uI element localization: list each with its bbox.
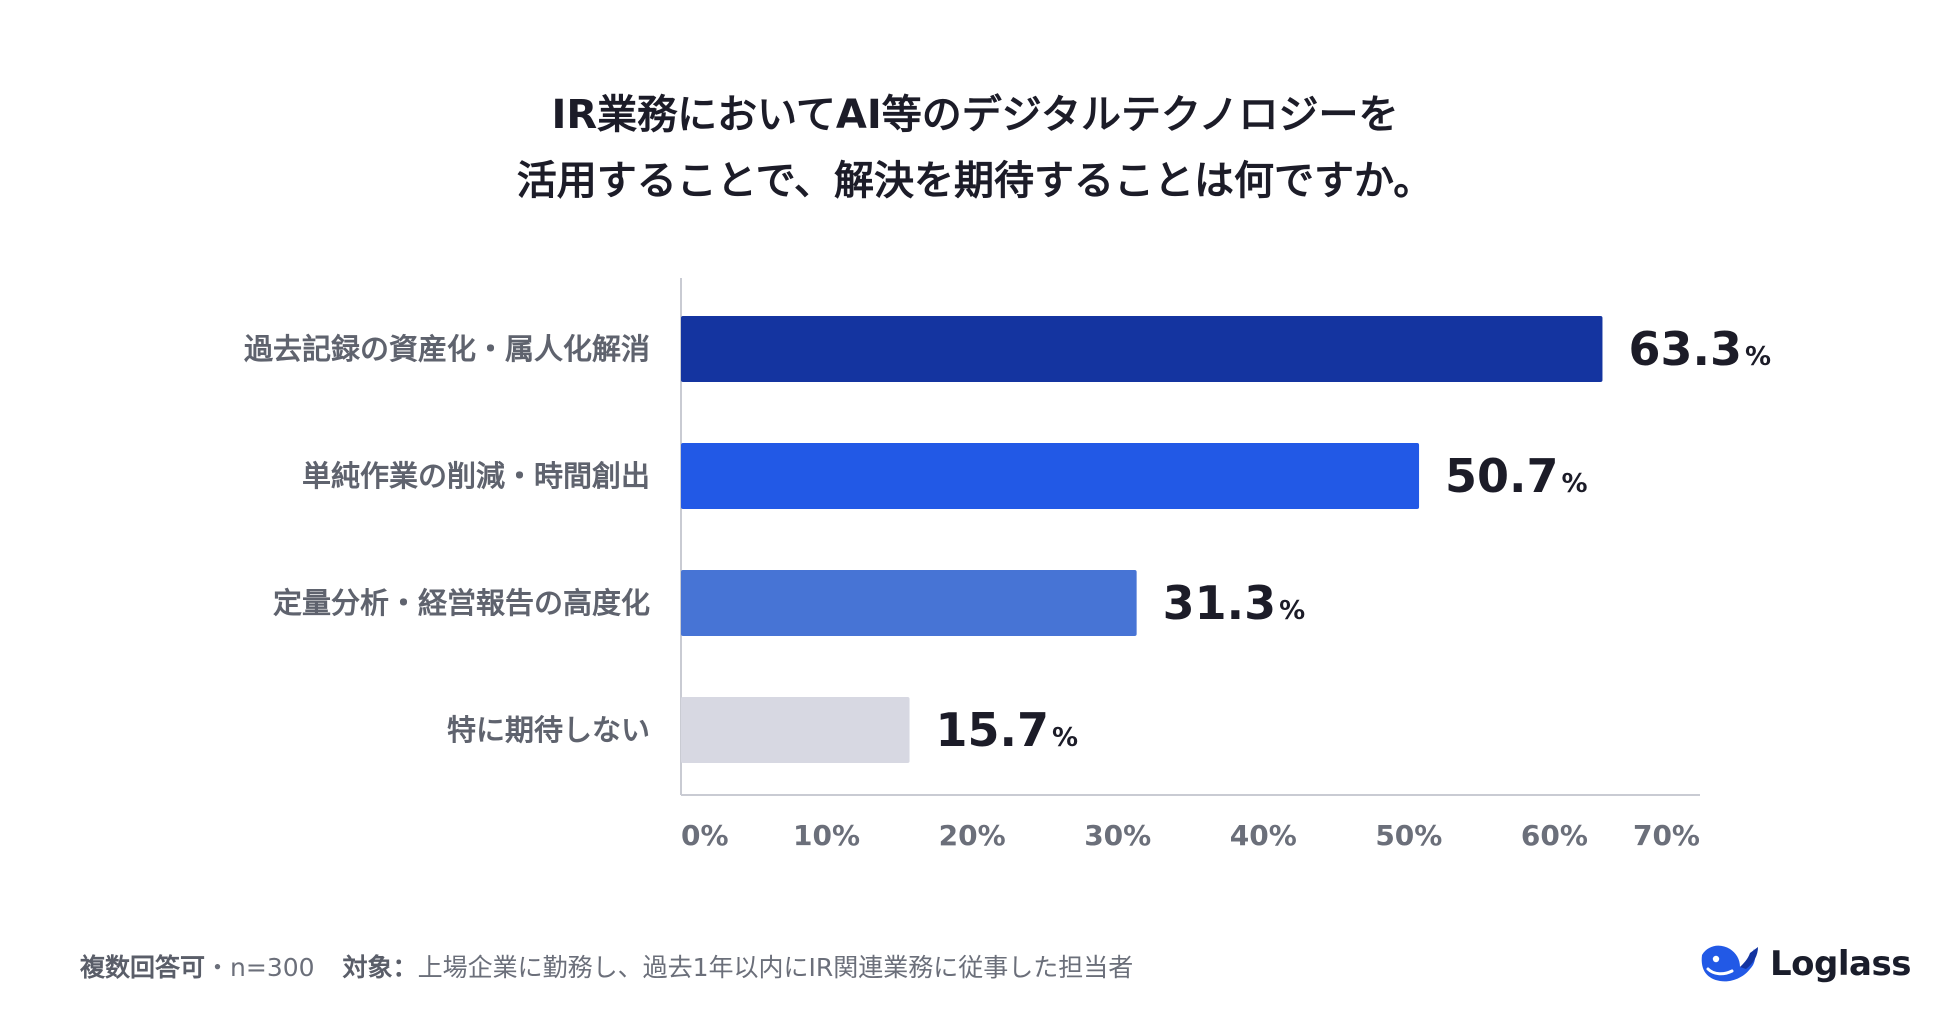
brand-name: Loglass [1770, 944, 1911, 984]
x-tick-label: 30% [1084, 819, 1151, 852]
x-tick-label: 40% [1230, 819, 1297, 852]
sample-separator: ・ [205, 953, 231, 982]
x-tick-label: 10% [793, 819, 860, 852]
category-label: 特に期待しない [447, 713, 650, 747]
bar [681, 697, 910, 763]
bar [681, 570, 1137, 636]
category-label: 定量分析・経営報告の高度化 [273, 586, 650, 620]
whale-logo-icon [1701, 945, 1758, 982]
target-label: 対象： [342, 953, 418, 982]
chart-title-line-1: IR業務においてAI等のデジタルテクノロジーを [551, 92, 1399, 138]
x-tick-label: 60% [1521, 819, 1588, 852]
x-tick-label: 0% [681, 819, 729, 852]
x-tick-label: 20% [939, 819, 1006, 852]
x-tick-label: 70% [1633, 819, 1700, 852]
value-label: 31.3% [1163, 576, 1306, 630]
chart-title-line-2: 活用することで、解決を期待することは何ですか。 [516, 158, 1434, 204]
brand-logo: Loglass [1698, 940, 1911, 988]
category-label: 過去記録の資産化・属人化解消 [244, 332, 650, 366]
chart-title: IR業務においてAI等のデジタルテクノロジーを 活用することで、解決を期待するこ… [0, 82, 1950, 214]
value-label: 63.3% [1628, 322, 1771, 376]
bar [681, 443, 1420, 509]
survey-note: 複数回答可・n=300 対象：上場企業に勤務し、過去1年以内にIR関連業務に従事し… [80, 948, 1133, 984]
value-label: 15.7% [936, 703, 1079, 757]
sample-label: 複数回答可 [80, 953, 206, 982]
target-text: 上場企業に勤務し、過去1年以内にIR関連業務に従事した担当者 [417, 953, 1134, 982]
category-label: 単純作業の削減・時間創出 [302, 459, 650, 493]
value-label: 50.7% [1445, 449, 1588, 503]
sample-size: n=300 [230, 953, 315, 982]
x-tick-label: 50% [1375, 819, 1442, 852]
bar [681, 316, 1603, 382]
